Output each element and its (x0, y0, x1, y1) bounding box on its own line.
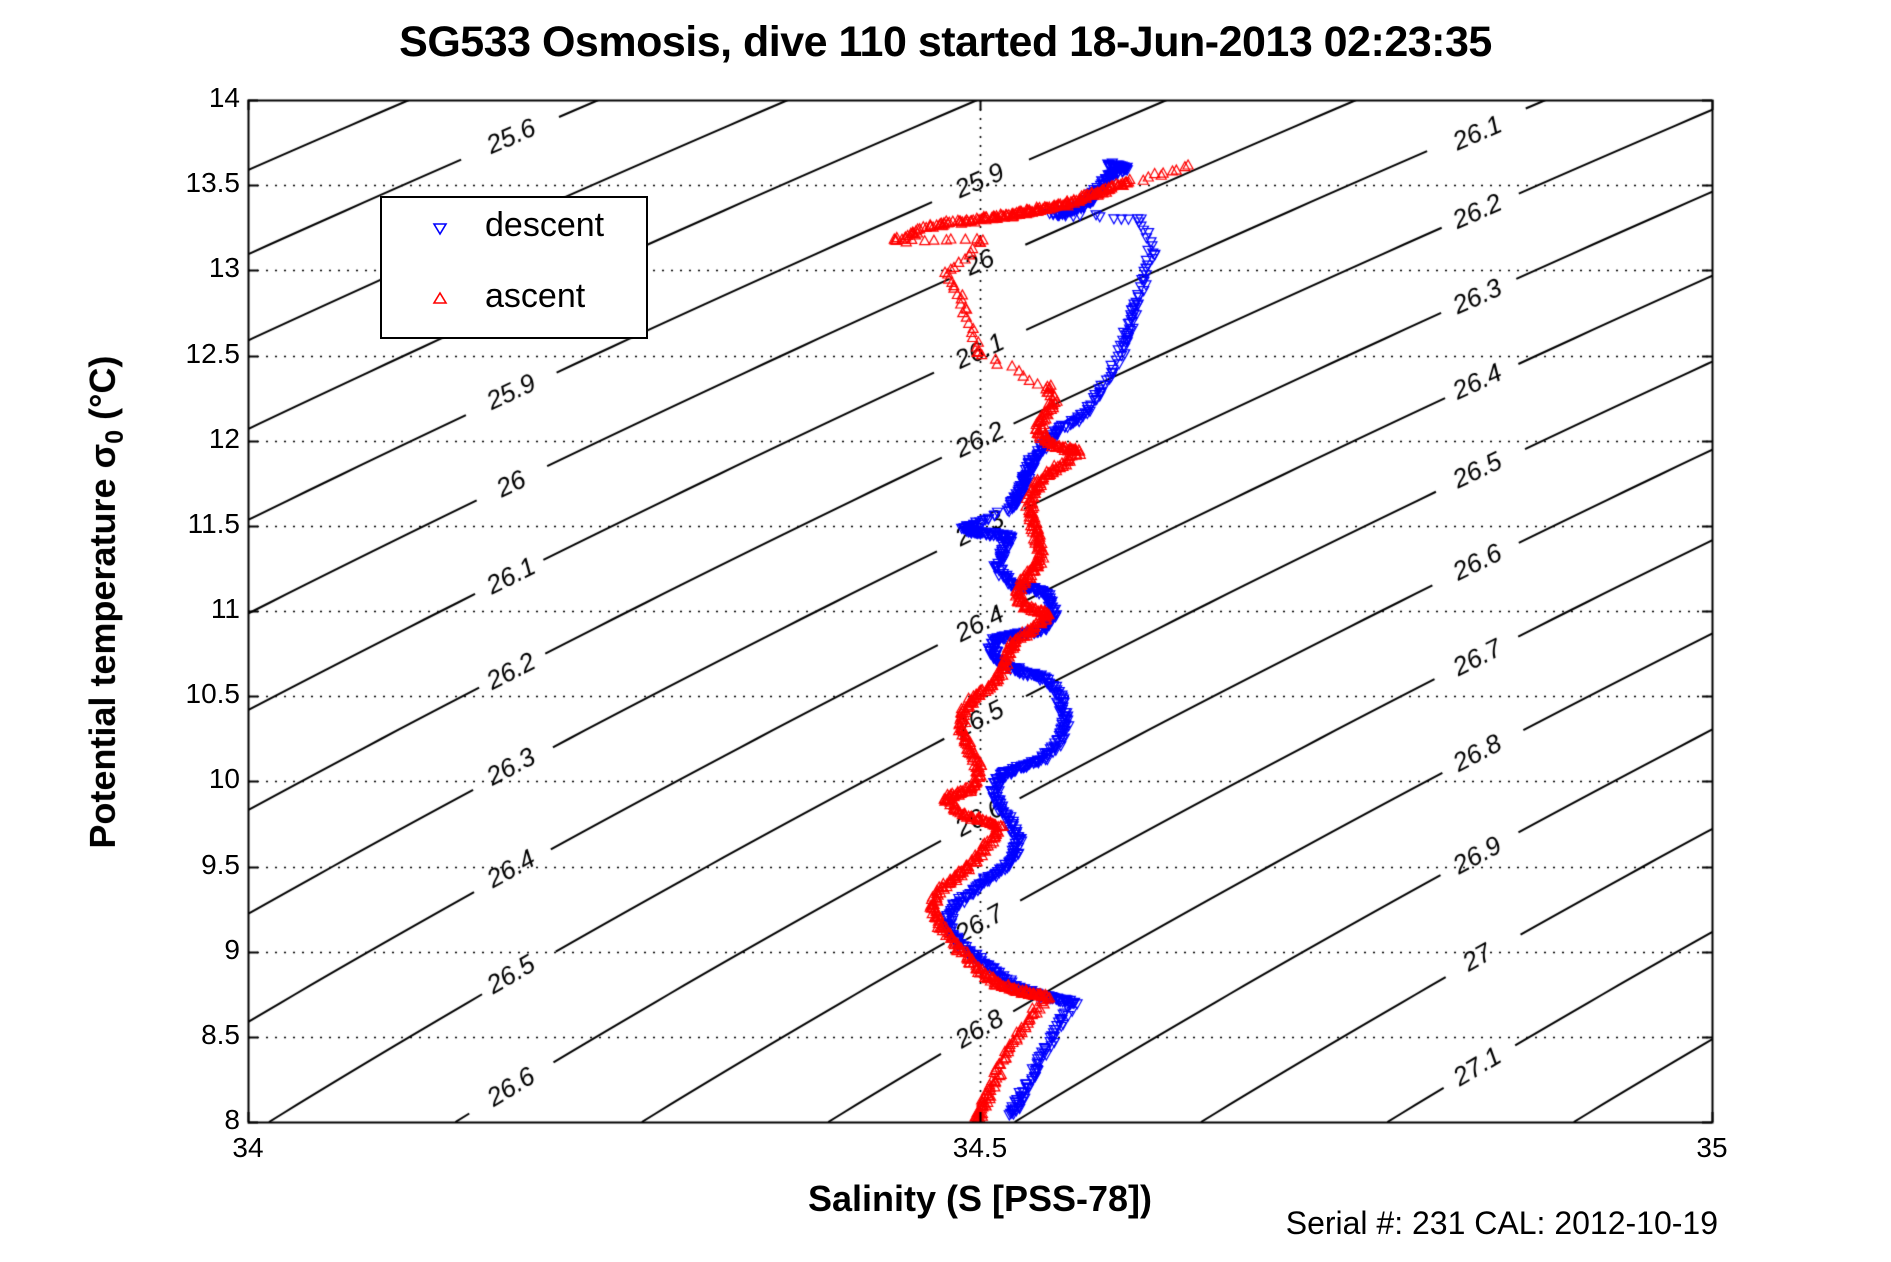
legend-item-descent[interactable]: descent (382, 198, 650, 258)
legend-label-descent: descent (485, 206, 605, 244)
page-title: SG533 Osmosis, dive 110 started 18-Jun-2… (399, 18, 1492, 66)
x-tick-label: 34.5 (952, 1132, 1008, 1163)
y-axis-label-unit: (°C) (81, 355, 123, 430)
x-tick-label: 34 (232, 1132, 264, 1163)
legend: descent ascent (380, 196, 648, 339)
down-triangle-icon (432, 223, 448, 236)
footer-serial-cal: Serial #: 231 CAL: 2012-10-19 (1285, 1205, 1718, 1241)
y-axis-label: Potential temperature σ0 (°C) (82, 282, 130, 922)
x-tick-label: 35 (1696, 1132, 1728, 1163)
y-axis-label-subscript: 0 (101, 429, 130, 444)
y-axis-label-main: Potential temperature σ (81, 443, 123, 849)
legend-label-ascent: ascent (485, 277, 586, 315)
x-axis-label: Salinity (S [PSS-78]) (807, 1178, 1153, 1219)
up-triangle-icon (432, 291, 448, 304)
legend-item-ascent[interactable]: ascent (382, 269, 650, 329)
